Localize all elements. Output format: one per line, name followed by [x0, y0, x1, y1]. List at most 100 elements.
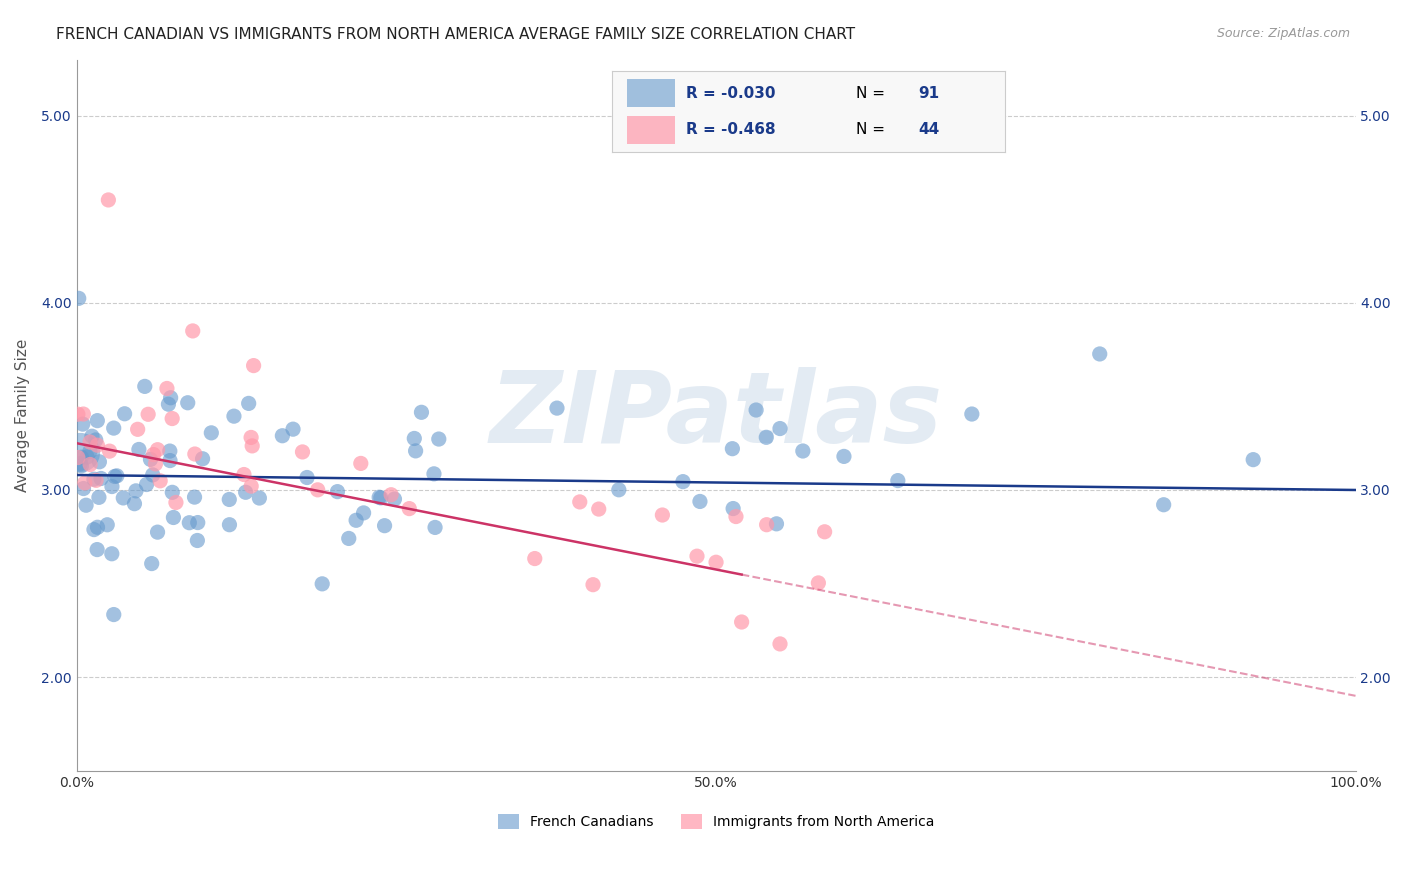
- Point: [145, 457, 167, 471]
- Point: [344, 513, 367, 527]
- Text: R = -0.030: R = -0.030: [686, 86, 776, 101]
- Point: [686, 549, 709, 564]
- Point: [186, 533, 208, 548]
- Point: [724, 509, 747, 524]
- Point: [353, 506, 375, 520]
- Text: Source: ZipAtlas.com: Source: ZipAtlas.com: [1216, 27, 1350, 40]
- Point: [295, 470, 318, 484]
- Point: [404, 432, 426, 446]
- Point: [179, 516, 201, 530]
- Point: [374, 518, 396, 533]
- Point: [72, 407, 94, 421]
- Point: [70, 450, 93, 465]
- Point: [411, 405, 433, 419]
- Point: [86, 520, 108, 534]
- Point: [755, 430, 778, 444]
- Point: [588, 502, 610, 516]
- Point: [337, 532, 360, 546]
- Point: [112, 491, 135, 505]
- Point: [1088, 347, 1111, 361]
- Point: [104, 469, 127, 483]
- Point: [101, 479, 124, 493]
- Point: [66, 450, 89, 465]
- Point: [769, 637, 792, 651]
- Point: [792, 444, 814, 458]
- Point: [72, 417, 94, 431]
- Point: [233, 467, 256, 482]
- Point: [1241, 452, 1264, 467]
- Point: [89, 455, 111, 469]
- Point: [187, 516, 209, 530]
- Point: [127, 422, 149, 436]
- Point: [141, 557, 163, 571]
- Point: [97, 193, 120, 207]
- Point: [79, 458, 101, 472]
- Point: [75, 498, 97, 512]
- Point: [235, 485, 257, 500]
- Point: [405, 443, 427, 458]
- Point: [149, 474, 172, 488]
- Point: [84, 474, 107, 488]
- Point: [721, 501, 744, 516]
- Point: [105, 468, 128, 483]
- Point: [291, 445, 314, 459]
- Point: [103, 421, 125, 435]
- Text: ZIPatlas: ZIPatlas: [489, 367, 942, 464]
- Point: [370, 491, 392, 505]
- FancyBboxPatch shape: [627, 79, 675, 108]
- Point: [156, 382, 179, 396]
- Point: [672, 475, 695, 489]
- Point: [380, 488, 402, 502]
- Point: [79, 444, 101, 458]
- Point: [165, 495, 187, 509]
- Y-axis label: Average Family Size: Average Family Size: [15, 338, 30, 491]
- Point: [162, 510, 184, 524]
- Point: [83, 472, 105, 486]
- Point: [135, 477, 157, 491]
- Point: [86, 542, 108, 557]
- Text: R = -0.468: R = -0.468: [686, 121, 776, 136]
- Point: [87, 491, 110, 505]
- Point: [832, 450, 855, 464]
- Point: [271, 428, 294, 442]
- Point: [159, 391, 181, 405]
- Point: [124, 497, 146, 511]
- Point: [769, 421, 792, 435]
- Point: [704, 555, 727, 569]
- Point: [67, 291, 90, 305]
- Point: [98, 444, 121, 458]
- Point: [651, 508, 673, 522]
- Point: [730, 615, 752, 629]
- Point: [423, 520, 446, 534]
- Point: [427, 432, 450, 446]
- Point: [76, 450, 98, 464]
- Point: [66, 407, 89, 421]
- Point: [84, 433, 107, 447]
- Point: [72, 482, 94, 496]
- Point: [157, 397, 180, 411]
- Point: [142, 448, 165, 462]
- Point: [218, 517, 240, 532]
- Text: N =: N =: [856, 121, 884, 136]
- Point: [240, 430, 263, 444]
- Point: [86, 438, 108, 452]
- Point: [134, 379, 156, 393]
- Point: [887, 474, 910, 488]
- Point: [160, 411, 183, 425]
- Point: [146, 525, 169, 540]
- Point: [177, 396, 200, 410]
- Point: [423, 467, 446, 481]
- Point: [69, 445, 91, 459]
- Point: [103, 607, 125, 622]
- Point: [191, 451, 214, 466]
- Point: [582, 577, 605, 591]
- Point: [222, 409, 245, 424]
- Point: [755, 517, 778, 532]
- Point: [307, 483, 329, 497]
- Text: 91: 91: [918, 86, 939, 101]
- Point: [200, 425, 222, 440]
- Point: [90, 471, 112, 485]
- Point: [721, 442, 744, 456]
- Point: [745, 403, 768, 417]
- Text: FRENCH CANADIAN VS IMMIGRANTS FROM NORTH AMERICA AVERAGE FAMILY SIZE CORRELATION: FRENCH CANADIAN VS IMMIGRANTS FROM NORTH…: [56, 27, 855, 42]
